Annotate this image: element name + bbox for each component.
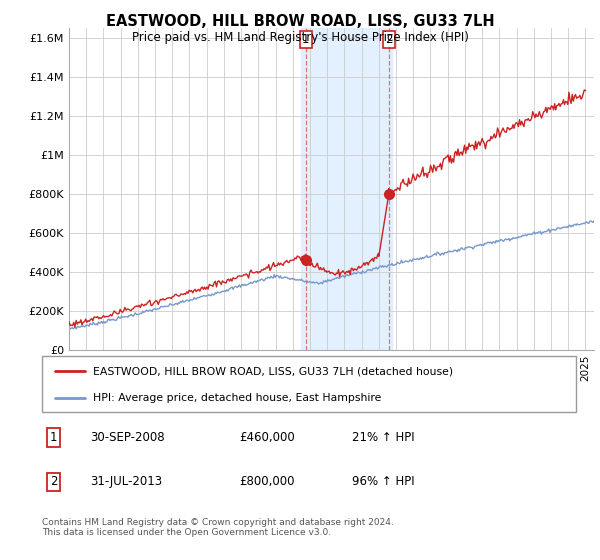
Text: 30-SEP-2008: 30-SEP-2008 xyxy=(90,431,164,444)
Text: 2: 2 xyxy=(50,475,58,488)
Text: 21% ↑ HPI: 21% ↑ HPI xyxy=(352,431,415,444)
Text: EASTWOOD, HILL BROW ROAD, LISS, GU33 7LH (detached house): EASTWOOD, HILL BROW ROAD, LISS, GU33 7LH… xyxy=(93,366,453,376)
Text: Contains HM Land Registry data © Crown copyright and database right 2024.
This d: Contains HM Land Registry data © Crown c… xyxy=(42,518,394,538)
Text: 1: 1 xyxy=(50,431,58,444)
Text: 96% ↑ HPI: 96% ↑ HPI xyxy=(352,475,415,488)
Text: 1: 1 xyxy=(302,33,310,46)
Text: 2: 2 xyxy=(385,33,392,46)
Text: EASTWOOD, HILL BROW ROAD, LISS, GU33 7LH: EASTWOOD, HILL BROW ROAD, LISS, GU33 7LH xyxy=(106,14,494,29)
Text: Price paid vs. HM Land Registry's House Price Index (HPI): Price paid vs. HM Land Registry's House … xyxy=(131,31,469,44)
Text: £460,000: £460,000 xyxy=(239,431,295,444)
Bar xyxy=(301,28,392,350)
Text: HPI: Average price, detached house, East Hampshire: HPI: Average price, detached house, East… xyxy=(93,393,381,403)
Text: £800,000: £800,000 xyxy=(239,475,295,488)
Text: 31-JUL-2013: 31-JUL-2013 xyxy=(90,475,162,488)
